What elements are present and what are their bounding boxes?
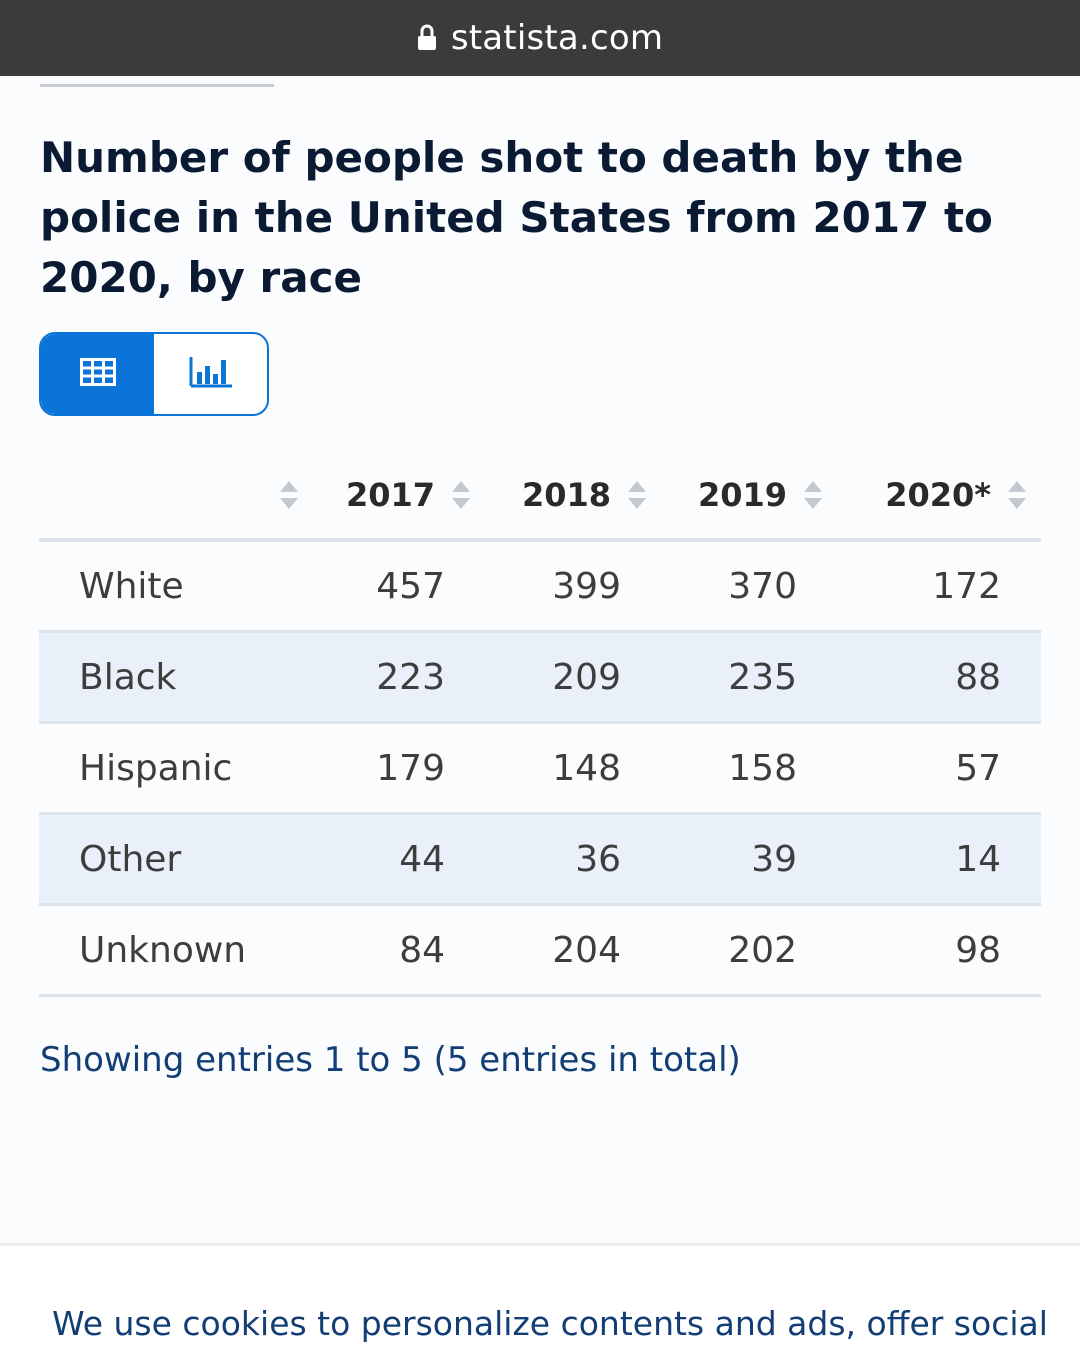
table-row: White 457 399 370 172: [39, 542, 1041, 633]
column-header-2018[interactable]: 2018: [475, 476, 651, 514]
sort-icon: [803, 478, 823, 512]
table-cell: 57: [955, 747, 1001, 789]
table-cell: 14: [955, 838, 1001, 880]
browser-address-bar[interactable]: statista.com: [0, 0, 1080, 76]
table-cell: 44: [399, 838, 445, 880]
table-cell: 399: [552, 565, 621, 607]
table-cell: 172: [932, 565, 1001, 607]
table-cell: 235: [728, 656, 797, 698]
table-grid-icon: [79, 358, 116, 390]
table-cell: 223: [376, 656, 445, 698]
view-toggle: [39, 332, 269, 416]
url-text: statista.com: [450, 18, 664, 58]
cookie-banner: We use cookies to personalize contents a…: [0, 1246, 1080, 1349]
table-row: Unknown 84 204 202 98: [39, 906, 1041, 997]
table-cell: 202: [728, 929, 797, 971]
table-cell: 148: [552, 747, 621, 789]
table-cell: 98: [955, 929, 1001, 971]
table-header-row: 2017 2018 2019 2020*: [39, 452, 1041, 542]
row-label: Hispanic: [79, 747, 233, 789]
column-header-2019[interactable]: 2019: [651, 476, 827, 514]
table-cell: 179: [376, 747, 445, 789]
column-header-label[interactable]: [39, 478, 299, 512]
table-row: Hispanic 179 148 158 57: [39, 724, 1041, 815]
table-cell: 209: [552, 656, 621, 698]
sort-icon: [1007, 478, 1027, 512]
table-row: Other 44 36 39 14: [39, 815, 1041, 906]
row-label: Unknown: [79, 929, 247, 971]
section-divider: [40, 84, 274, 87]
table-cell: 370: [728, 565, 797, 607]
table-cell: 36: [575, 838, 621, 880]
sort-icon: [279, 478, 299, 512]
table-cell: 457: [376, 565, 445, 607]
data-table: 2017 2018 2019 2020* White 457 399: [39, 452, 1041, 997]
table-cell: 204: [552, 929, 621, 971]
column-header-2020[interactable]: 2020*: [827, 476, 1041, 514]
table-cell: 39: [751, 838, 797, 880]
table-cell: 84: [399, 929, 445, 971]
table-cell: 88: [955, 656, 1001, 698]
table-view-button[interactable]: [41, 334, 154, 414]
sort-icon: [627, 478, 647, 512]
row-label: Black: [79, 656, 177, 698]
chart-view-button[interactable]: [154, 334, 267, 414]
lock-icon: [417, 23, 437, 53]
table-cell: 158: [728, 747, 797, 789]
row-label: White: [79, 565, 184, 607]
column-header-2017[interactable]: 2017: [299, 476, 475, 514]
cookie-banner-text: We use cookies to personalize contents a…: [52, 1304, 1048, 1343]
cookie-banner-divider: [0, 1243, 1080, 1246]
page-title: Number of people shot to death by the po…: [40, 133, 993, 302]
entries-summary: Showing entries 1 to 5 (5 entries in tot…: [40, 1040, 741, 1080]
sort-icon: [451, 478, 471, 512]
row-label: Other: [79, 838, 182, 880]
bar-chart-icon: [189, 356, 233, 392]
table-row: Black 223 209 235 88: [39, 633, 1041, 724]
